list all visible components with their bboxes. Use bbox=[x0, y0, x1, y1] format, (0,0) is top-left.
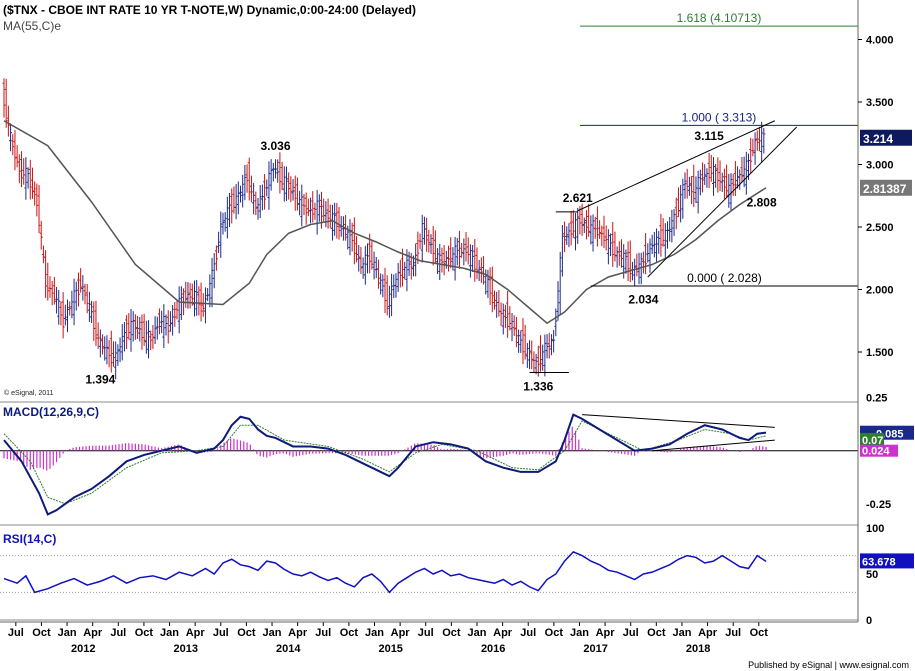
month-label: Apr bbox=[698, 627, 718, 639]
rsi-title: RSI(14,C) bbox=[3, 532, 56, 546]
pivot-label: 2.808 bbox=[747, 196, 777, 210]
month-label: Apr bbox=[391, 627, 411, 639]
rsi-series bbox=[3, 551, 767, 594]
macd-tick-label: 0.25 bbox=[866, 393, 887, 405]
month-label: Apr bbox=[83, 627, 103, 639]
month-label: Jul bbox=[110, 627, 126, 639]
month-label: Jul bbox=[418, 627, 434, 639]
month-label: Apr bbox=[186, 627, 206, 639]
year-label: 2012 bbox=[71, 643, 95, 655]
hist-value: 0.024 bbox=[862, 446, 890, 458]
rsi-value: 63.678 bbox=[862, 556, 896, 568]
ma-label: MA(55,C)e bbox=[3, 19, 61, 33]
macd-lower-trendline bbox=[652, 439, 775, 452]
price-series bbox=[2, 78, 767, 380]
rsi-tick-label: 100 bbox=[866, 523, 884, 535]
month-label: Jan bbox=[263, 627, 282, 639]
month-label: Oct bbox=[750, 627, 769, 639]
month-label: Jan bbox=[58, 627, 77, 639]
month-label: Apr bbox=[288, 627, 308, 639]
price-tick-label: 2.500 bbox=[866, 222, 894, 234]
month-label: Jul bbox=[8, 627, 24, 639]
upper-trendline bbox=[577, 120, 775, 212]
price-title: ($TNX - CBOE INT RATE 10 YR T-NOTE,W) Dy… bbox=[3, 3, 416, 17]
price-tick-label: 1.500 bbox=[866, 347, 894, 359]
price-tick-label: 3.000 bbox=[866, 160, 894, 172]
month-label: Jan bbox=[468, 627, 487, 639]
year-label: 2014 bbox=[276, 643, 301, 655]
value-scales: 1.500 2.000 2.500 3.000 3.500 4.000 3.214 2.813… bbox=[0, 0, 914, 627]
month-label: Jul bbox=[725, 627, 741, 639]
year-label: 2018 bbox=[686, 643, 710, 655]
last-price-badge-box bbox=[860, 129, 912, 146]
time-axis: Jul Oct Jan Apr Jul Oct Jan Apr Jul Oct Jan Apr Jul O… bbox=[8, 622, 768, 655]
price-tick-label: 4.000 bbox=[866, 35, 894, 47]
year-label: 2017 bbox=[583, 643, 607, 655]
ma-value-badge: 2.81387 bbox=[863, 182, 907, 196]
year-label: 2013 bbox=[174, 643, 198, 655]
price-annotations: 1.618 (4.10713) 1.000 ( 3.313) 0.000 ( 2.0… bbox=[85, 11, 858, 394]
month-label: Oct bbox=[442, 627, 461, 639]
month-label: Oct bbox=[647, 627, 666, 639]
rsi-line bbox=[3, 551, 767, 594]
rsi-tick-label: 0 bbox=[866, 615, 872, 627]
month-label: Oct bbox=[340, 627, 359, 639]
pivot-label: 3.036 bbox=[261, 139, 291, 153]
copyright-label: © eSignal, 2011 bbox=[4, 389, 54, 397]
last-price-badge: 3.214 bbox=[863, 132, 893, 146]
month-label: Jan bbox=[365, 627, 384, 639]
month-label: Jul bbox=[520, 627, 536, 639]
rsi-panel: RSI(14,C) bbox=[0, 532, 858, 594]
macd-tick-label: -0.25 bbox=[866, 499, 891, 511]
month-label: Apr bbox=[596, 627, 616, 639]
month-label: Jul bbox=[623, 627, 639, 639]
month-label: Jul bbox=[315, 627, 331, 639]
macd-panel: MACD(12,26,9,C) bbox=[0, 405, 858, 516]
year-label: 2016 bbox=[481, 643, 505, 655]
fib-level-label: 1.618 (4.10713) bbox=[677, 11, 762, 25]
signal-value-box bbox=[860, 432, 884, 446]
month-label: Jan bbox=[672, 627, 691, 639]
rsi-grid bbox=[0, 555, 858, 593]
pivot-label: 2.034 bbox=[628, 292, 658, 306]
lower-trendline bbox=[647, 126, 798, 278]
macd-line bbox=[3, 413, 767, 516]
hist-value-box bbox=[860, 444, 898, 457]
rsi-tick-label: 50 bbox=[866, 569, 878, 581]
ma-value-badge-box bbox=[860, 179, 912, 196]
month-label: Jan bbox=[570, 627, 589, 639]
month-label: Oct bbox=[135, 627, 154, 639]
fib-level-label: 1.000 ( 3.313) bbox=[682, 110, 757, 124]
ma55-line bbox=[3, 120, 767, 325]
month-label: Apr bbox=[493, 627, 513, 639]
month-label: Jul bbox=[213, 627, 229, 639]
pivot-label: 3.115 bbox=[694, 129, 724, 143]
pivot-label: 1.336 bbox=[523, 380, 553, 394]
price-tick-label: 2.000 bbox=[866, 285, 894, 297]
month-label: Jan bbox=[160, 627, 179, 639]
month-label: Oct bbox=[545, 627, 564, 639]
macd-upper-trendline bbox=[582, 414, 775, 428]
month-label: Oct bbox=[32, 627, 51, 639]
month-label: Oct bbox=[237, 627, 256, 639]
macd-series bbox=[3, 413, 775, 516]
pivot-label: 1.394 bbox=[85, 372, 115, 386]
rsi-value-box bbox=[860, 553, 914, 569]
price-panel: 1.618 (4.10713) 1.000 ( 3.313) 0.000 ( 2.0… bbox=[2, 3, 858, 397]
macd-title: MACD(12,26,9,C) bbox=[3, 405, 99, 419]
fib-level-label: 0.000 ( 2.028) bbox=[687, 271, 762, 285]
publisher-label: Published by eSignal | www.esignal.com bbox=[748, 660, 909, 670]
pivot-label: 2.621 bbox=[563, 191, 593, 205]
year-label: 2015 bbox=[378, 643, 402, 655]
price-tick-label: 3.500 bbox=[866, 97, 894, 109]
signal-value: 0.07 bbox=[862, 435, 883, 447]
signal-line bbox=[3, 420, 767, 505]
